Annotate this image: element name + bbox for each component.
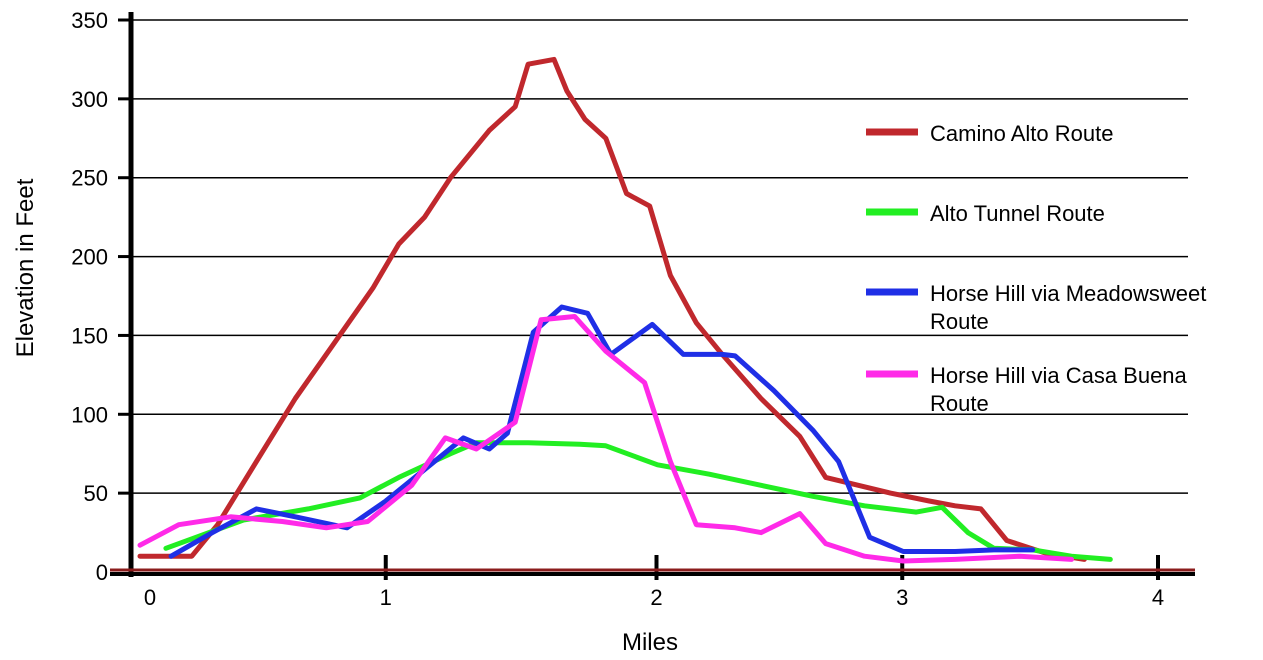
x-tick-label: 4 bbox=[1152, 585, 1164, 610]
legend: Camino Alto Route Alto Tunnel Route Horse … bbox=[866, 121, 1206, 416]
gridlines bbox=[118, 18, 1188, 495]
legend-label-3: Horse Hill via Meadowsweet Route bbox=[930, 281, 1206, 334]
x-tick-labels: 0 1 2 3 4 bbox=[144, 555, 1164, 610]
series-line-2 bbox=[163, 440, 1113, 562]
series-line-1 bbox=[137, 56, 1087, 562]
series-lines bbox=[137, 56, 1113, 564]
y-tick-label: 350 bbox=[71, 8, 108, 33]
y-tick-label: 200 bbox=[71, 245, 108, 270]
x-axis-label: Miles bbox=[622, 629, 678, 656]
y-tick-label: 300 bbox=[71, 87, 108, 112]
legend-label-1: Camino Alto Route bbox=[930, 121, 1113, 146]
y-tick-label: 100 bbox=[71, 402, 108, 427]
y-tick-label: 50 bbox=[84, 481, 108, 506]
legend-label-4: Horse Hill via Casa Buena Route bbox=[930, 363, 1188, 416]
x-tick-label: 2 bbox=[650, 585, 662, 610]
x-tick-label: 3 bbox=[896, 585, 908, 610]
series-line-4 bbox=[137, 314, 1074, 564]
y-axis-label: Elevation in Feet bbox=[12, 178, 39, 357]
y-tick-label: 0 bbox=[96, 560, 108, 585]
legend-label-2: Alto Tunnel Route bbox=[930, 201, 1105, 226]
axes bbox=[110, 12, 1195, 577]
y-tick-labels: 0 50 100 150 200 250 300 350 bbox=[71, 8, 108, 585]
y-tick-label: 150 bbox=[71, 323, 108, 348]
x-tick-label: 0 bbox=[144, 585, 156, 610]
x-tick-label: 1 bbox=[380, 585, 392, 610]
y-tick-label: 250 bbox=[71, 166, 108, 191]
